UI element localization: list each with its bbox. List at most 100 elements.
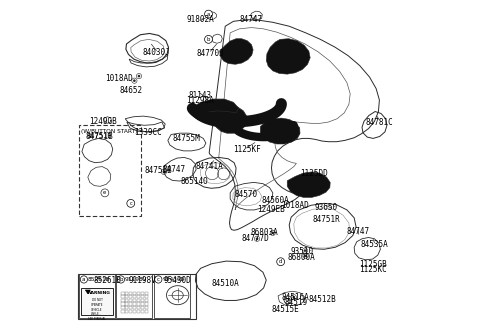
Text: 84560A: 84560A (261, 195, 289, 205)
Text: 81143: 81143 (189, 91, 212, 100)
Bar (81, 288, 113, 315)
Text: 84751R: 84751R (312, 215, 340, 224)
Bar (78, 274, 196, 319)
Bar (144, 295, 148, 298)
Text: 84751B: 84751B (145, 166, 172, 175)
Text: b: b (119, 277, 123, 282)
Text: 91802A: 91802A (187, 14, 215, 24)
Text: 85261B: 85261B (88, 277, 110, 282)
Text: c: c (157, 277, 160, 282)
Bar (121, 292, 124, 295)
Bar (133, 302, 136, 306)
Circle shape (292, 296, 295, 298)
Circle shape (304, 255, 307, 257)
Text: b: b (207, 37, 210, 42)
Text: a: a (286, 297, 289, 302)
Text: 84751B: 84751B (86, 132, 113, 141)
Bar (133, 310, 136, 313)
Text: DO NOT: DO NOT (92, 298, 102, 302)
Bar (79, 125, 141, 216)
Circle shape (163, 171, 165, 173)
Text: 1125KC: 1125KC (360, 265, 387, 274)
Bar (141, 295, 144, 298)
Polygon shape (220, 39, 253, 64)
Bar (125, 310, 129, 313)
Text: WARNING: WARNING (87, 291, 111, 295)
Circle shape (256, 237, 258, 240)
Bar (144, 306, 148, 309)
Text: 86514O: 86514O (181, 176, 209, 186)
Circle shape (304, 249, 306, 252)
Text: 1125GB: 1125GB (360, 260, 387, 269)
Text: 84741A: 84741A (196, 162, 224, 171)
Text: 84030J: 84030J (143, 48, 170, 57)
Text: 84781C: 84781C (366, 117, 393, 127)
Text: d: d (279, 259, 282, 264)
Bar (144, 292, 148, 295)
Text: a: a (82, 277, 85, 282)
Text: 93510: 93510 (290, 247, 313, 256)
Text: (W/BUTTON START): (W/BUTTON START) (81, 129, 138, 133)
Text: 84512B: 84512B (309, 295, 336, 304)
Bar (125, 306, 129, 309)
Bar (121, 310, 124, 313)
Text: 84652: 84652 (120, 86, 143, 95)
Bar (129, 292, 132, 295)
Text: 91198V: 91198V (125, 277, 147, 282)
Text: 84747: 84747 (240, 14, 263, 24)
Text: 93650: 93650 (314, 203, 337, 212)
Text: 11298A: 11298A (186, 95, 214, 105)
Bar (137, 302, 140, 306)
Bar (121, 302, 124, 306)
Circle shape (204, 10, 213, 18)
Text: 84747: 84747 (162, 165, 185, 174)
Text: 1249EB: 1249EB (257, 205, 285, 214)
Polygon shape (287, 172, 330, 197)
Text: 86803A: 86803A (251, 228, 278, 237)
Bar (141, 292, 144, 295)
Bar (125, 302, 129, 306)
Bar (144, 310, 148, 313)
Text: c: c (129, 201, 132, 206)
Text: 84516A: 84516A (282, 293, 310, 302)
Polygon shape (191, 99, 239, 115)
Circle shape (277, 258, 285, 266)
Bar (137, 310, 140, 313)
Polygon shape (260, 118, 300, 144)
Bar (125, 292, 129, 295)
Bar (129, 299, 132, 302)
Text: 84519: 84519 (284, 298, 307, 307)
Bar (129, 295, 132, 298)
Text: 84777D: 84777D (241, 234, 269, 243)
Text: 1125DD: 1125DD (300, 169, 328, 178)
Text: 84751B: 84751B (87, 133, 112, 139)
Text: 84515E: 84515E (271, 305, 299, 315)
Text: 1018AD: 1018AD (281, 201, 309, 210)
Bar (144, 302, 148, 306)
Text: 86800A: 86800A (287, 253, 315, 262)
Text: SEE MANUAL: SEE MANUAL (88, 317, 106, 321)
Circle shape (133, 79, 136, 82)
Bar (121, 299, 124, 302)
Text: a: a (207, 11, 210, 17)
Bar (129, 306, 132, 309)
Bar (137, 292, 140, 295)
Text: 84570: 84570 (235, 190, 258, 199)
Bar (129, 302, 132, 306)
Bar (137, 295, 140, 298)
Bar (137, 306, 140, 309)
Text: 84770J: 84770J (197, 49, 224, 58)
Text: WHILE...: WHILE... (91, 312, 103, 316)
Text: 91198V: 91198V (128, 276, 156, 285)
Text: OPERATE: OPERATE (91, 303, 103, 307)
Bar (121, 295, 124, 298)
Text: VEHICLE: VEHICLE (91, 308, 103, 312)
Bar (133, 306, 136, 309)
Text: e: e (103, 190, 107, 195)
Text: 85261B: 85261B (94, 276, 122, 285)
Bar (137, 299, 140, 302)
Circle shape (284, 296, 292, 304)
Bar (141, 302, 144, 306)
Polygon shape (85, 290, 90, 294)
Circle shape (127, 199, 135, 207)
